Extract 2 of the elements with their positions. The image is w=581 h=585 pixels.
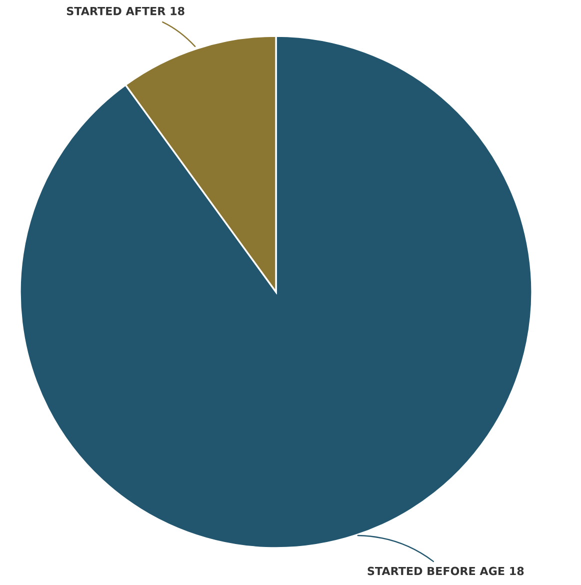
slice-label: STARTED BEFORE AGE 18: [368, 566, 524, 576]
slice-label: STARTED AFTER 18: [66, 6, 184, 16]
